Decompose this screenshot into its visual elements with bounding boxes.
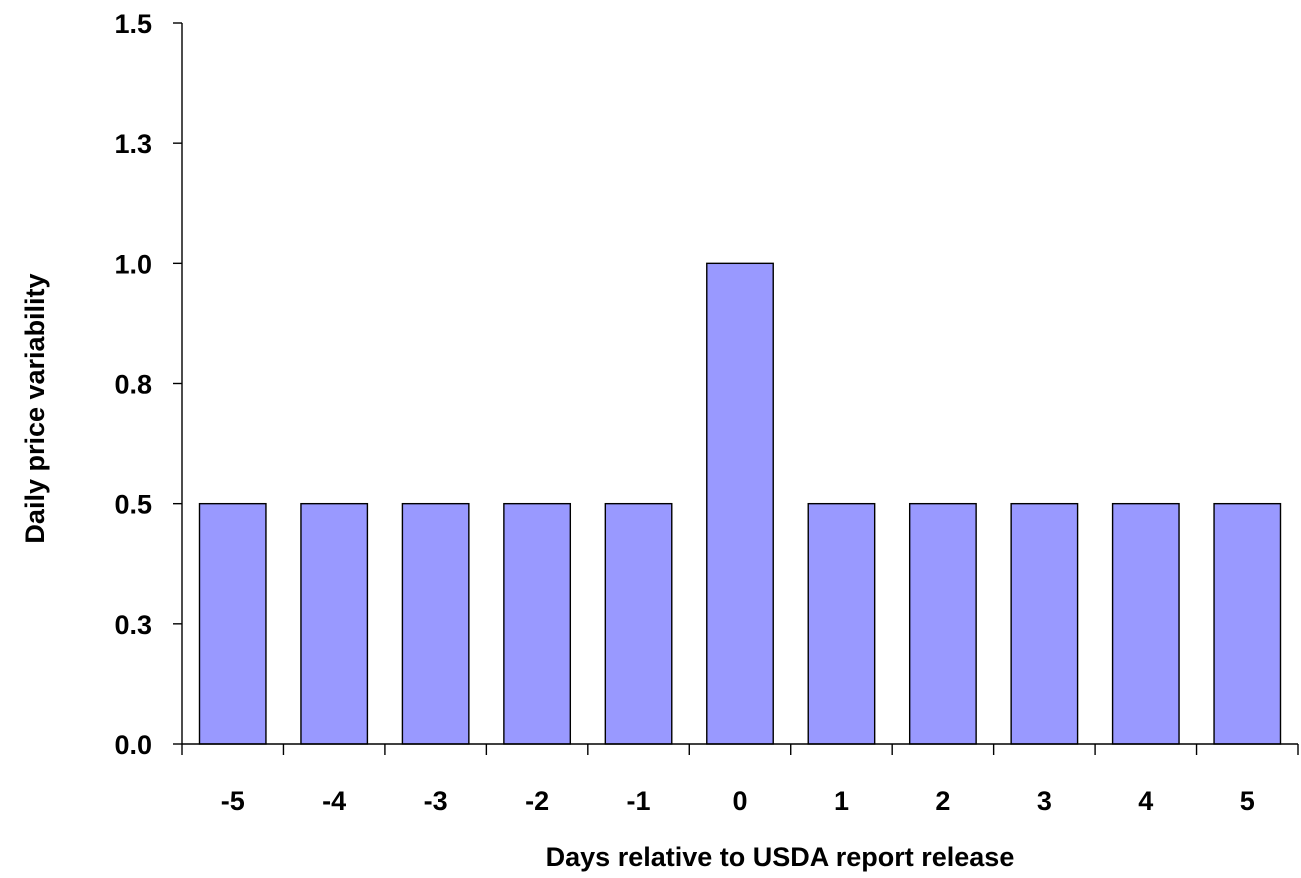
bar-0 — [706, 262, 774, 745]
bar-3 — [1010, 502, 1079, 745]
x-axis-ticks: -5 -4 -3 -2 -1 0 1 2 3 4 5 — [181, 744, 1299, 816]
x-tick-label: -1 — [627, 786, 651, 816]
x-tick-label: -5 — [221, 786, 245, 816]
bar--5 — [198, 502, 267, 745]
y-tick-label: 0.8 — [114, 370, 152, 400]
y-tick-label: 0.3 — [114, 610, 152, 640]
y-tick-label: 0.0 — [114, 730, 152, 760]
bar-1 — [807, 502, 876, 745]
bar--3 — [401, 502, 470, 745]
bar--2 — [503, 502, 572, 745]
x-tick-label: 1 — [834, 786, 849, 816]
y-tick-label: 0.5 — [114, 490, 152, 520]
x-tick-label: 2 — [935, 786, 950, 816]
y-tick-label: 1.5 — [114, 9, 152, 39]
bar--4 — [300, 502, 369, 745]
x-tick-label: -2 — [525, 786, 549, 816]
bar-2 — [908, 502, 977, 745]
y-axis-title: Daily price variability — [20, 273, 50, 543]
y-tick-label: 1.0 — [114, 249, 152, 279]
bars — [198, 262, 1282, 745]
x-tick-label: 4 — [1138, 786, 1153, 816]
x-tick-label: -4 — [322, 786, 346, 816]
y-tick-label: 1.3 — [114, 129, 152, 159]
bar-4 — [1111, 502, 1180, 745]
y-axis-ticks: 0.0 0.3 0.5 0.8 1.0 1.3 1.5 — [114, 9, 182, 760]
x-tick-label: 5 — [1240, 786, 1255, 816]
bar-5 — [1213, 502, 1282, 745]
x-tick-label: 0 — [732, 786, 747, 816]
x-tick-label: -3 — [424, 786, 448, 816]
x-tick-label: 3 — [1037, 786, 1052, 816]
x-axis-title: Days relative to USDA report release — [546, 842, 1015, 872]
bar--1 — [604, 502, 673, 745]
